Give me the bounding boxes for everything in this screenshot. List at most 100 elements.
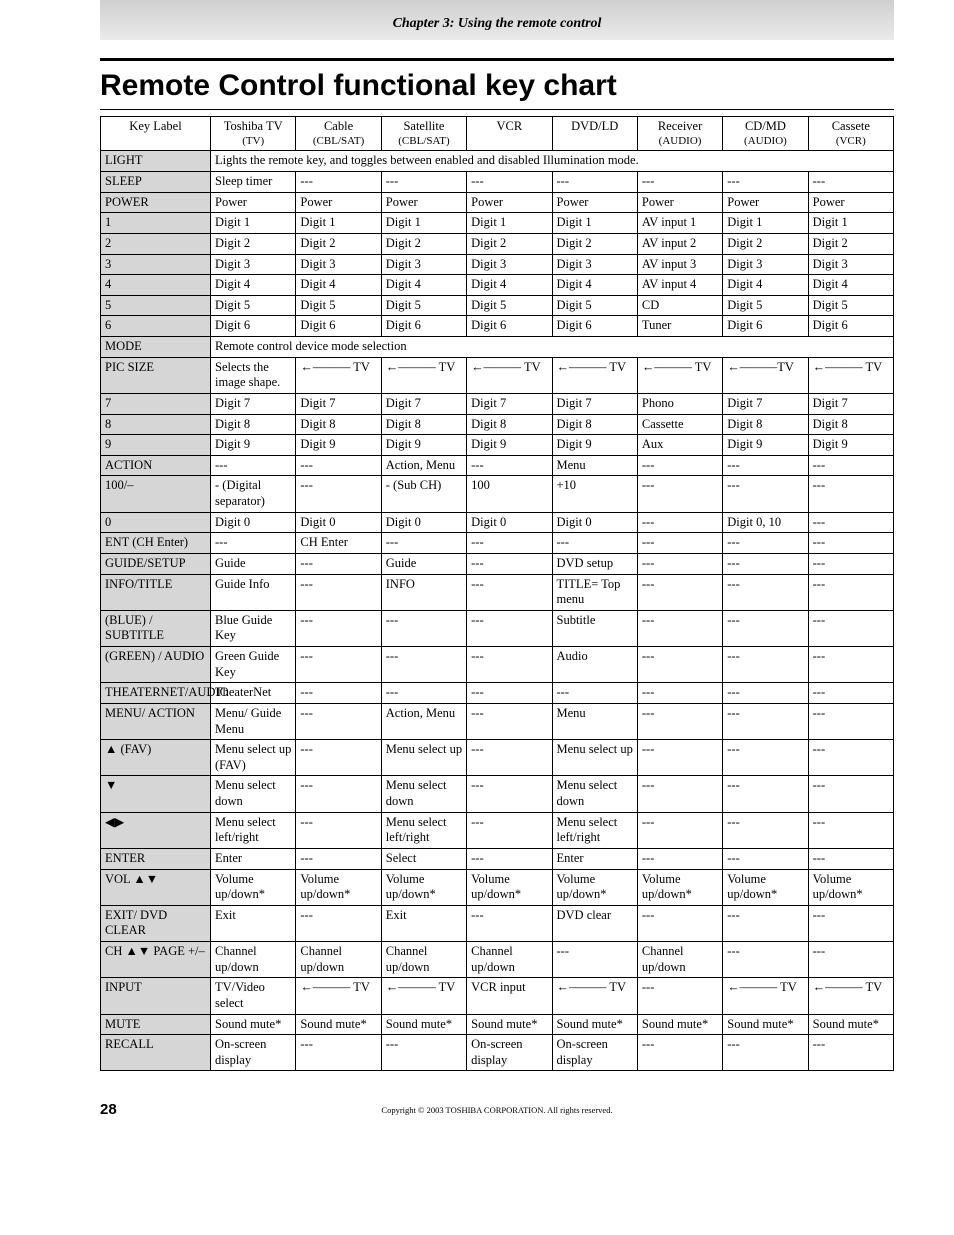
table-cell: Digit 6 <box>296 316 381 337</box>
row-label: 100/– <box>101 476 211 512</box>
table-cell: Volume up/down* <box>637 869 722 905</box>
table-cell: --- <box>723 1035 808 1071</box>
table-cell: --- <box>381 172 466 193</box>
table-cell: --- <box>808 574 893 610</box>
table-cell: --- <box>723 812 808 848</box>
table-cell: --- <box>637 905 722 941</box>
row-label: ENTER <box>101 848 211 869</box>
col-header: Satellite(CBL/SAT) <box>381 117 466 151</box>
row-label: LIGHT <box>101 151 211 172</box>
table-cell: --- <box>467 848 552 869</box>
table-cell: Channel up/down <box>381 942 466 978</box>
table-cell: Digit 6 <box>723 316 808 337</box>
table-cell: --- <box>381 610 466 646</box>
table-cell: ←——— TV <box>723 978 808 1014</box>
table-cell: Digit 1 <box>467 213 552 234</box>
table-cell: --- <box>552 533 637 554</box>
col-header-sub: (CBL/SAT) <box>386 135 462 149</box>
table-cell: --- <box>637 553 722 574</box>
row-label: POWER <box>101 192 211 213</box>
table-cell: Sound mute* <box>808 1014 893 1035</box>
table-cell: ←———TV <box>723 357 808 393</box>
table-cell: --- <box>296 812 381 848</box>
table-cell: --- <box>467 553 552 574</box>
table-cell: Menu select left/right <box>381 812 466 848</box>
table-row: MENU/ ACTIONMenu/ Guide Menu---Action, M… <box>101 703 894 739</box>
table-cell: --- <box>296 905 381 941</box>
col-header: Receiver(AUDIO) <box>637 117 722 151</box>
table-cell: --- <box>808 553 893 574</box>
table-cell: --- <box>723 776 808 812</box>
table-row: INFO/TITLEGuide Info---INFO---TITLE= Top… <box>101 574 894 610</box>
table-cell: --- <box>296 172 381 193</box>
table-cell: --- <box>296 553 381 574</box>
table-cell: Digit 9 <box>467 435 552 456</box>
table-cell: INFO <box>381 574 466 610</box>
table-cell: Digit 8 <box>467 414 552 435</box>
table-cell: --- <box>637 172 722 193</box>
table-cell: --- <box>296 703 381 739</box>
table-cell: Digit 9 <box>723 435 808 456</box>
table-cell: Menu <box>552 703 637 739</box>
table-cell: --- <box>296 776 381 812</box>
table-row: POWERPowerPowerPowerPowerPowerPowerPower… <box>101 192 894 213</box>
table-cell: Digit 8 <box>381 414 466 435</box>
col-header-top: Receiver <box>658 119 702 133</box>
table-cell: --- <box>637 978 722 1014</box>
table-cell: Guide Info <box>211 574 296 610</box>
table-cell: AV input 3 <box>637 254 722 275</box>
table-row: PIC SIZESelects the image shape.←——— TV←… <box>101 357 894 393</box>
table-cell: --- <box>723 574 808 610</box>
table-cell: --- <box>723 740 808 776</box>
table-cell: --- <box>296 574 381 610</box>
table-cell: Digit 6 <box>381 316 466 337</box>
table-cell: --- <box>808 776 893 812</box>
table-cell: ←——— TV <box>552 357 637 393</box>
col-header: Toshiba TV(TV) <box>211 117 296 151</box>
table-cell: Digit 4 <box>808 275 893 296</box>
table-cell: Volume up/down* <box>381 869 466 905</box>
table-cell: Digit 5 <box>467 295 552 316</box>
table-cell: +10 <box>552 476 637 512</box>
table-cell: Digit 3 <box>552 254 637 275</box>
table-cell: --- <box>808 812 893 848</box>
table-cell: Sound mute* <box>723 1014 808 1035</box>
row-span-cell: Remote control device mode selection <box>211 337 894 358</box>
table-cell: Volume up/down* <box>296 869 381 905</box>
col-header-top: Key Label <box>129 119 181 133</box>
table-cell: --- <box>296 1035 381 1071</box>
table-cell: Digit 7 <box>723 393 808 414</box>
table-cell: --- <box>723 703 808 739</box>
table-row: CH ▲▼ PAGE +/–Channel up/downChannel up/… <box>101 942 894 978</box>
table-cell: --- <box>808 905 893 941</box>
table-cell: Digit 9 <box>808 435 893 456</box>
table-cell: --- <box>296 683 381 704</box>
table-cell: --- <box>808 533 893 554</box>
col-header: DVD/LD <box>552 117 637 151</box>
col-key-label: Key Label <box>101 117 211 151</box>
table-cell: Digit 7 <box>296 393 381 414</box>
table-cell: TITLE= Top menu <box>552 574 637 610</box>
table-cell: Digit 7 <box>211 393 296 414</box>
table-cell: Phono <box>637 393 722 414</box>
rule-heavy <box>100 58 894 61</box>
table-cell: Digit 5 <box>552 295 637 316</box>
table-cell: Digit 7 <box>808 393 893 414</box>
table-cell: Digit 7 <box>552 393 637 414</box>
table-cell: Digit 3 <box>723 254 808 275</box>
table-cell: --- <box>552 942 637 978</box>
page-footer: 28 Copyright © 2003 TOSHIBA CORPORATION.… <box>100 1101 894 1119</box>
table-row: ▲ (FAV)Menu select up (FAV)---Menu selec… <box>101 740 894 776</box>
col-header-top: VCR <box>496 119 522 133</box>
table-cell: --- <box>637 647 722 683</box>
table-cell: Exit <box>381 905 466 941</box>
table-cell: --- <box>637 512 722 533</box>
table-cell: Power <box>467 192 552 213</box>
table-row: ◀▶Menu select left/right---Menu select l… <box>101 812 894 848</box>
table-cell: Digit 4 <box>211 275 296 296</box>
table-cell: Channel up/down <box>211 942 296 978</box>
table-cell: Digit 4 <box>381 275 466 296</box>
table-cell: AV input 1 <box>637 213 722 234</box>
row-label: MENU/ ACTION <box>101 703 211 739</box>
table-cell: Digit 3 <box>296 254 381 275</box>
